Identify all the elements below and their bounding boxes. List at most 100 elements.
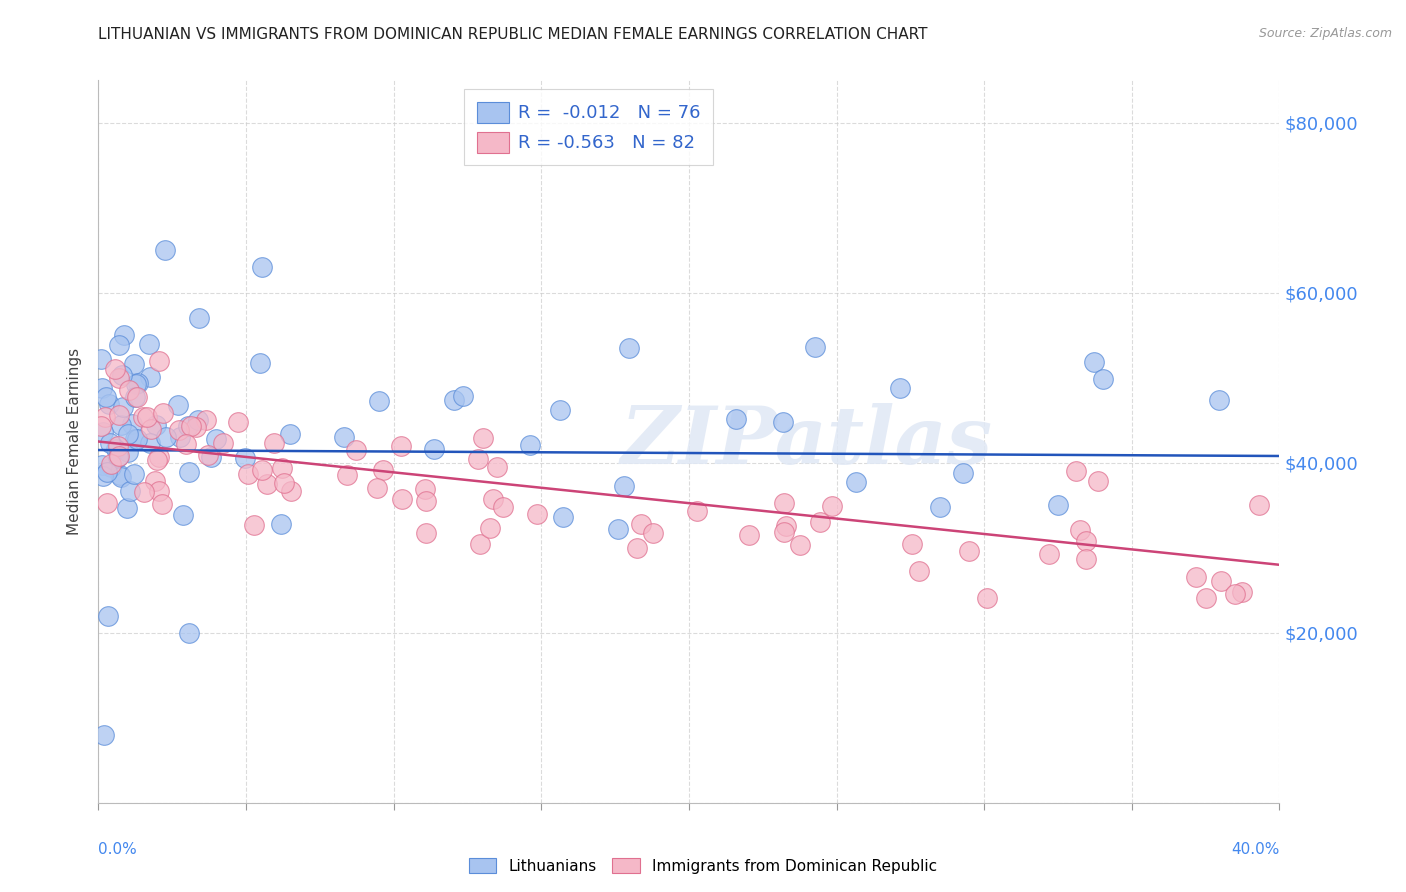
Point — [139, 436, 162, 450]
Point — [93, 410, 115, 425]
Point — [845, 475, 868, 489]
Point — [789, 538, 811, 552]
Point — [107, 450, 129, 464]
Point — [250, 260, 273, 275]
Point — [118, 383, 141, 397]
Point — [169, 430, 191, 444]
Point — [1185, 570, 1208, 584]
Point — [280, 484, 302, 499]
Point — [1074, 552, 1097, 566]
Point — [900, 537, 922, 551]
Point — [148, 483, 170, 498]
Point — [107, 450, 129, 465]
Text: 40.0%: 40.0% — [1232, 842, 1279, 856]
Point — [111, 368, 134, 382]
Point — [121, 417, 143, 431]
Point — [184, 420, 207, 434]
Point — [249, 355, 271, 369]
Point — [413, 482, 436, 496]
Point — [389, 440, 412, 454]
Text: Source: ZipAtlas.com: Source: ZipAtlas.com — [1258, 27, 1392, 40]
Point — [492, 500, 515, 514]
Point — [90, 351, 112, 366]
Point — [803, 340, 825, 354]
Point — [187, 412, 209, 426]
Point — [1087, 475, 1109, 489]
Point — [1076, 533, 1098, 548]
Point — [145, 417, 167, 432]
Point — [443, 393, 465, 408]
Point — [179, 625, 201, 640]
Point — [200, 450, 222, 465]
Point — [233, 450, 256, 465]
Point — [957, 543, 980, 558]
Point — [1249, 499, 1271, 513]
Point — [155, 430, 177, 444]
Point — [188, 311, 211, 326]
Point — [125, 390, 148, 404]
Point — [110, 418, 132, 433]
Point — [1038, 547, 1060, 561]
Point — [273, 476, 295, 491]
Point — [725, 411, 748, 425]
Point — [482, 491, 505, 506]
Point — [820, 499, 842, 513]
Point — [479, 521, 502, 535]
Point — [166, 398, 188, 412]
Point — [1223, 587, 1246, 601]
Point — [139, 422, 162, 436]
Point — [471, 431, 494, 445]
Point — [177, 419, 200, 434]
Point — [278, 427, 301, 442]
Point — [108, 337, 131, 351]
Point — [606, 522, 628, 536]
Point — [526, 507, 548, 521]
Point — [1208, 393, 1230, 408]
Point — [415, 493, 437, 508]
Point — [172, 508, 194, 522]
Point — [195, 413, 218, 427]
Point — [97, 608, 120, 623]
Point — [110, 470, 132, 484]
Point — [132, 410, 155, 425]
Point — [1195, 591, 1218, 606]
Point — [143, 475, 166, 489]
Point — [1069, 523, 1091, 537]
Point — [336, 468, 359, 483]
Point — [243, 517, 266, 532]
Point — [177, 465, 200, 479]
Y-axis label: Median Female Earnings: Median Female Earnings — [67, 348, 83, 535]
Point — [415, 525, 437, 540]
Point — [122, 357, 145, 371]
Legend: Lithuanians, Immigrants from Dominican Republic: Lithuanians, Immigrants from Dominican R… — [463, 852, 943, 880]
Point — [451, 389, 474, 403]
Point — [108, 371, 131, 385]
Point — [468, 536, 491, 550]
Point — [1046, 498, 1069, 512]
Point — [107, 439, 129, 453]
Point — [551, 509, 574, 524]
Point — [100, 460, 122, 475]
Point — [96, 496, 118, 510]
Point — [100, 457, 122, 471]
Point — [98, 397, 121, 411]
Point — [467, 452, 489, 467]
Point — [256, 476, 278, 491]
Point — [550, 403, 572, 417]
Point — [643, 525, 665, 540]
Point — [138, 370, 160, 384]
Point — [96, 465, 118, 479]
Point — [136, 409, 159, 424]
Text: 0.0%: 0.0% — [98, 842, 138, 856]
Point — [153, 244, 176, 258]
Point — [391, 491, 413, 506]
Point — [122, 467, 145, 482]
Point — [117, 445, 139, 459]
Point — [120, 483, 142, 498]
Point — [738, 528, 761, 542]
Point — [907, 564, 929, 578]
Point — [180, 418, 202, 433]
Point — [952, 466, 974, 480]
Point — [111, 400, 134, 414]
Point — [91, 381, 114, 395]
